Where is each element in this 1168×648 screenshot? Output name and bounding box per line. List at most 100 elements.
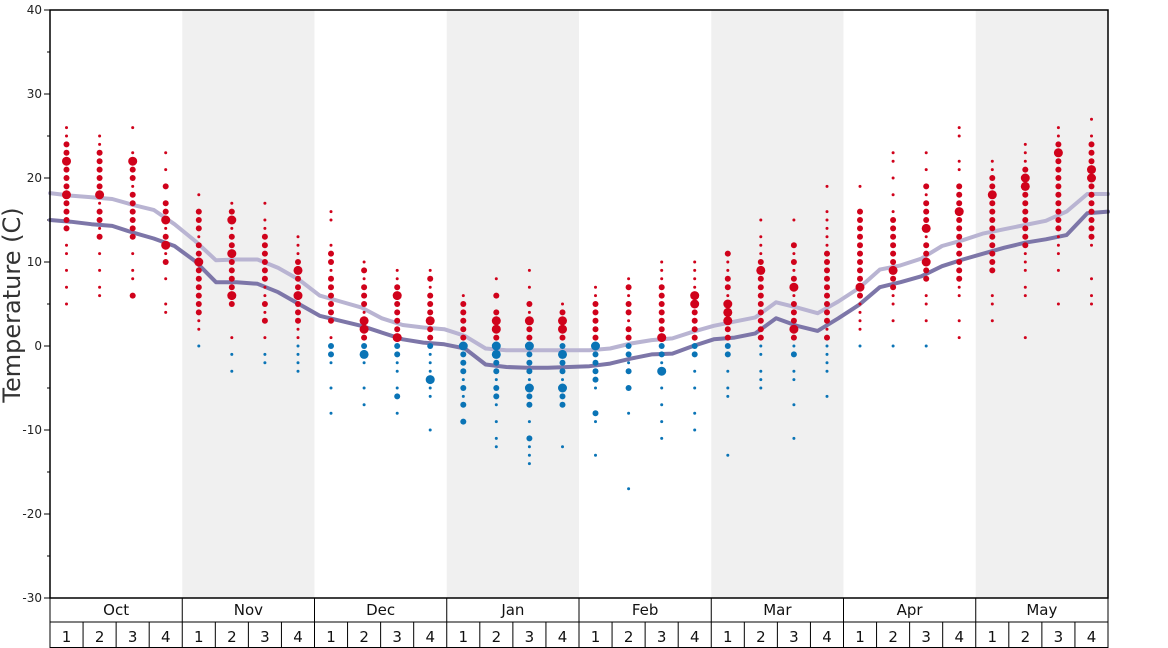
data-point xyxy=(825,327,829,331)
data-point xyxy=(559,334,566,341)
data-point xyxy=(195,301,202,307)
data-point xyxy=(494,436,498,440)
data-point xyxy=(724,334,731,341)
data-point xyxy=(296,336,300,340)
data-point xyxy=(361,292,368,299)
data-point xyxy=(857,259,863,265)
data-point xyxy=(527,445,531,449)
data-point xyxy=(526,401,533,408)
data-point xyxy=(855,282,865,292)
week-label: 3 xyxy=(392,628,402,646)
data-point xyxy=(990,319,994,323)
data-point xyxy=(558,349,567,359)
data-point xyxy=(690,291,700,301)
data-point xyxy=(1088,217,1095,223)
data-point xyxy=(957,159,961,163)
data-point xyxy=(493,334,500,341)
data-point xyxy=(228,275,235,282)
data-point xyxy=(989,233,996,240)
data-point xyxy=(98,268,102,272)
week-label: 3 xyxy=(1054,628,1064,646)
data-point xyxy=(858,344,862,348)
data-point xyxy=(460,385,467,391)
data-point xyxy=(790,351,797,358)
week-label: 4 xyxy=(822,628,832,646)
data-point xyxy=(857,233,863,240)
data-point xyxy=(428,268,432,272)
data-point xyxy=(361,267,368,274)
data-point xyxy=(857,267,863,274)
data-point xyxy=(1056,268,1060,272)
data-point xyxy=(494,378,498,382)
data-point xyxy=(956,200,963,207)
data-point xyxy=(164,277,168,281)
x-axis: Oct 1 2 3 4 Nov 1 2 3 4 Dec 1 2 3 4 Jan 1 2 3 4 Feb 1 2 3 4 Mar 1 2… xyxy=(49,598,1109,648)
data-point xyxy=(128,156,138,166)
data-point xyxy=(460,368,467,375)
data-point xyxy=(726,369,730,373)
data-point xyxy=(1088,149,1095,156)
data-point xyxy=(790,334,797,341)
data-point xyxy=(923,217,930,223)
data-point xyxy=(296,252,300,256)
data-point xyxy=(825,369,829,373)
data-point xyxy=(987,190,997,200)
data-point xyxy=(63,149,70,156)
month-label: Oct xyxy=(103,601,129,619)
data-point xyxy=(394,309,401,316)
data-point xyxy=(957,168,961,172)
data-point xyxy=(63,175,70,181)
data-point xyxy=(394,326,401,333)
data-point xyxy=(261,317,268,324)
data-point xyxy=(1088,141,1095,148)
data-point xyxy=(726,268,730,272)
data-point xyxy=(1055,217,1062,223)
week-label: 2 xyxy=(359,628,369,646)
data-point xyxy=(362,386,366,390)
data-point xyxy=(161,215,171,225)
data-point xyxy=(129,233,136,240)
data-point xyxy=(957,294,961,298)
data-point xyxy=(1056,126,1060,130)
data-point xyxy=(493,359,500,366)
data-point xyxy=(1053,148,1063,158)
data-point xyxy=(825,235,829,239)
data-point xyxy=(162,259,169,265)
data-point xyxy=(724,343,731,349)
data-point xyxy=(890,217,897,223)
data-point xyxy=(361,301,368,307)
data-point xyxy=(660,420,664,424)
week-label: 3 xyxy=(260,628,270,646)
data-point xyxy=(263,352,267,356)
data-point xyxy=(1088,233,1095,240)
data-point xyxy=(891,151,895,155)
data-point xyxy=(195,217,202,223)
data-point xyxy=(195,284,202,291)
data-point xyxy=(161,240,171,250)
data-point xyxy=(96,208,103,215)
month-label: Dec xyxy=(366,601,395,619)
data-point xyxy=(824,275,830,282)
data-point xyxy=(957,285,961,289)
data-point xyxy=(493,309,500,316)
data-point xyxy=(1088,200,1095,207)
data-point xyxy=(658,301,665,307)
y-tick-label: 20 xyxy=(27,171,42,185)
data-point xyxy=(890,250,897,257)
data-point xyxy=(395,277,399,281)
data-point xyxy=(1090,294,1093,298)
data-point xyxy=(461,378,465,382)
data-point xyxy=(625,385,632,391)
data-point xyxy=(395,268,399,272)
data-point xyxy=(592,309,599,316)
data-point xyxy=(792,436,796,440)
data-point xyxy=(261,267,268,274)
data-point xyxy=(956,233,963,240)
y-tick-label: 40 xyxy=(27,3,42,17)
data-point xyxy=(162,183,169,190)
data-point xyxy=(129,191,136,198)
data-point xyxy=(458,341,468,351)
data-point xyxy=(493,393,500,400)
data-point xyxy=(491,316,501,326)
data-point xyxy=(428,285,432,289)
